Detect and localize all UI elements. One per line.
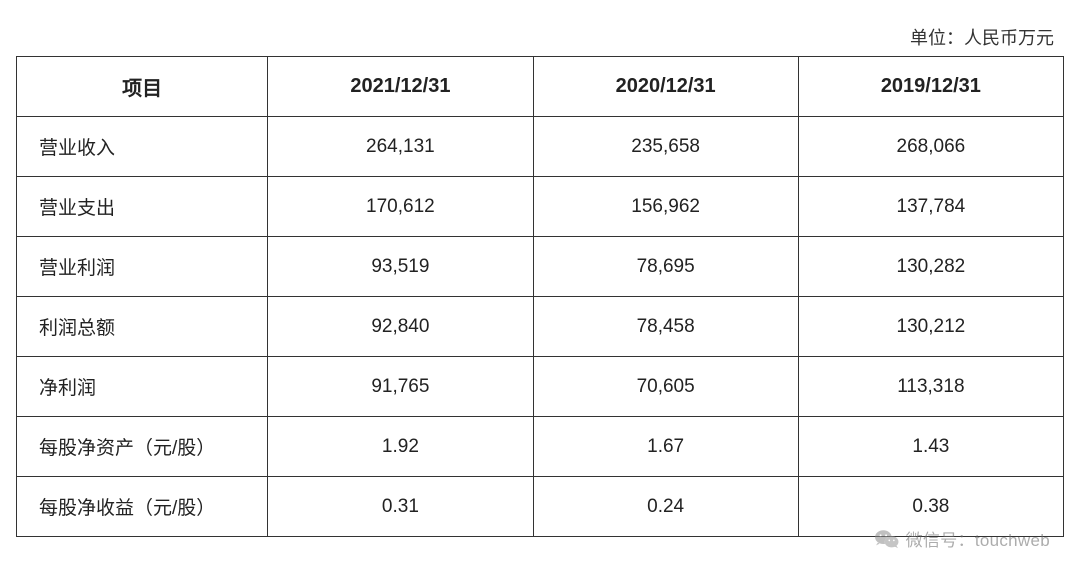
cell-value: 70,605 [533,357,798,417]
table-row: 净利润 91,765 70,605 113,318 [17,357,1064,417]
cell-value: 93,519 [268,237,533,297]
cell-value: 264,131 [268,117,533,177]
row-label: 净利润 [17,357,268,417]
cell-value: 1.67 [533,417,798,477]
cell-value: 92,840 [268,297,533,357]
table-row: 每股净资产（元/股） 1.92 1.67 1.43 [17,417,1064,477]
unit-label: 单位：人民币万元 [16,24,1064,50]
row-label: 营业收入 [17,117,268,177]
cell-value: 1.43 [798,417,1063,477]
cell-value: 113,318 [798,357,1063,417]
col-header-2021: 2021/12/31 [268,57,533,117]
cell-value: 78,695 [533,237,798,297]
cell-value: 1.92 [268,417,533,477]
cell-value: 0.24 [533,477,798,537]
cell-value: 78,458 [533,297,798,357]
row-label: 每股净资产（元/股） [17,417,268,477]
watermark: 微信号：touchweb [874,526,1050,551]
table-row: 营业支出 170,612 156,962 137,784 [17,177,1064,237]
cell-value: 130,212 [798,297,1063,357]
cell-value: 170,612 [268,177,533,237]
cell-value: 0.31 [268,477,533,537]
row-label: 营业利润 [17,237,268,297]
watermark-text: 微信号：touchweb [906,526,1050,551]
wechat-icon [874,528,900,550]
cell-value: 130,282 [798,237,1063,297]
col-header-2020: 2020/12/31 [533,57,798,117]
table-row: 利润总额 92,840 78,458 130,212 [17,297,1064,357]
cell-value: 156,962 [533,177,798,237]
cell-value: 137,784 [798,177,1063,237]
row-label: 营业支出 [17,177,268,237]
table-row: 营业收入 264,131 235,658 268,066 [17,117,1064,177]
cell-value: 268,066 [798,117,1063,177]
table-row: 营业利润 93,519 78,695 130,282 [17,237,1064,297]
col-header-item: 项目 [17,57,268,117]
cell-value: 91,765 [268,357,533,417]
cell-value: 235,658 [533,117,798,177]
financial-table: 项目 2021/12/31 2020/12/31 2019/12/31 营业收入… [16,56,1064,537]
row-label: 每股净收益（元/股） [17,477,268,537]
table-header-row: 项目 2021/12/31 2020/12/31 2019/12/31 [17,57,1064,117]
col-header-2019: 2019/12/31 [798,57,1063,117]
row-label: 利润总额 [17,297,268,357]
